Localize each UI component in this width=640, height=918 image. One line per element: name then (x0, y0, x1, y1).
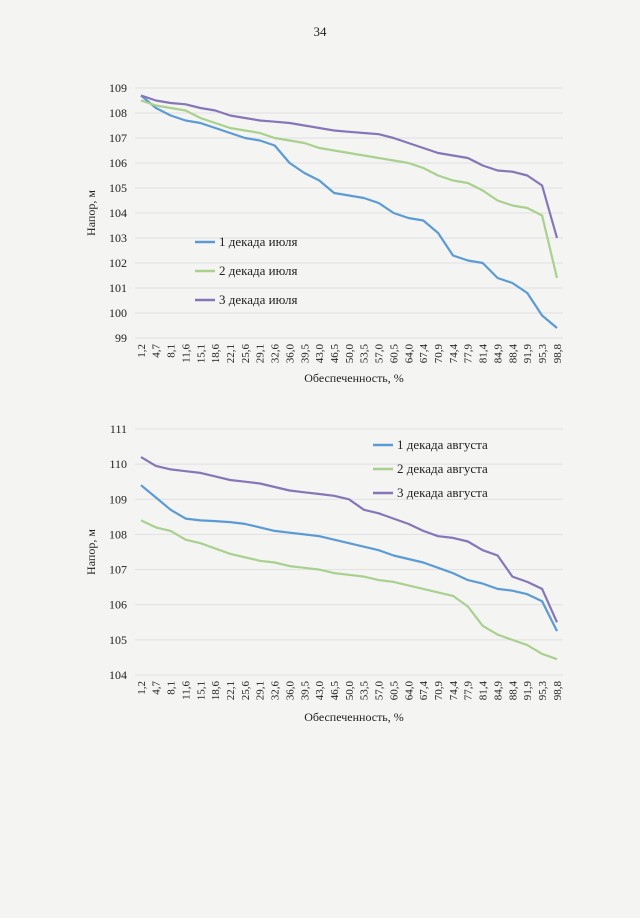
series-line-1 (140, 94, 558, 329)
series-line-2 (140, 99, 559, 279)
x-axis-label: Обеспеченность, % (304, 710, 404, 724)
x-tick-label: 15,1 (195, 344, 207, 363)
x-tick-label: 84,9 (492, 681, 504, 701)
x-tick-label: 22,1 (225, 681, 237, 700)
x-tick-label: 36,0 (284, 344, 296, 364)
x-tick-label: 70,9 (433, 344, 445, 364)
x-tick-label: 95,3 (537, 681, 549, 701)
x-tick-label: 77,9 (463, 344, 475, 364)
x-tick-label: 25,6 (240, 681, 252, 701)
x-tick-label: 50,0 (344, 681, 356, 701)
y-tick-label: 106 (109, 156, 127, 170)
y-axis-label: Напор, м (84, 190, 98, 236)
x-tick-label: 32,6 (270, 344, 282, 364)
series-line-3 (140, 94, 559, 239)
legend-label-3: 3 декада августа (397, 485, 488, 500)
x-tick-label: 57,0 (374, 681, 386, 701)
x-tick-label: 88,4 (507, 681, 519, 701)
y-tick-label: 110 (109, 457, 127, 471)
chart-july: 99 100 101 102 103 104 105 106 107 108 109 1,2 4,7 8,… (84, 81, 564, 385)
x-tick-label: 43,0 (314, 681, 326, 701)
x-tick-label: 67,4 (418, 681, 430, 701)
x-tick-label: 46,5 (329, 681, 341, 701)
x-tick-label: 39,5 (299, 681, 311, 701)
x-tick-label: 70,9 (433, 681, 445, 701)
x-tick-label: 57,0 (374, 344, 386, 364)
y-tick-label: 109 (109, 492, 127, 506)
y-tick-label: 106 (109, 598, 127, 612)
x-tick-label: 18,6 (210, 344, 222, 364)
y-tick-label: 99 (115, 331, 127, 345)
x-tick-label: 91,9 (522, 344, 534, 364)
series-line-2 (140, 519, 558, 661)
y-tick-label: 103 (109, 231, 127, 245)
x-tick-label: 81,4 (478, 344, 490, 364)
legend-label-3: 3 декада июля (219, 292, 297, 307)
x-tick-label: 25,6 (240, 344, 252, 364)
x-tick-label: 32,6 (270, 681, 282, 701)
x-tick-label: 36,0 (284, 681, 296, 701)
y-tick-label: 102 (109, 256, 127, 270)
y-tick-label: 108 (109, 106, 127, 120)
x-tick-label: 84,9 (492, 343, 504, 363)
y-tick-label: 100 (109, 306, 127, 320)
y-tick-label: 107 (109, 131, 127, 145)
x-tick-label: 60,5 (388, 681, 400, 701)
x-tick-label: 8,1 (166, 344, 178, 358)
x-tick-label: 74,4 (448, 344, 460, 364)
legend-label-2: 2 декада августа (397, 461, 488, 476)
y-tick-label: 111 (110, 422, 127, 436)
x-axis-label: Обеспеченность, % (304, 371, 404, 385)
x-tick-label: 53,5 (359, 344, 371, 364)
chart-august: 104 105 106 107 108 109 110 111 1,2 4,7 8,1 11,6 15,… (84, 422, 564, 724)
x-tick-label: 50,0 (344, 344, 356, 364)
page-number: 34 (313, 24, 327, 39)
y-tick-label: 108 (109, 527, 127, 541)
x-tick-label: 46,5 (329, 344, 341, 364)
x-tick-label: 64,0 (403, 681, 415, 701)
series-line-1 (140, 484, 558, 632)
y-tick-label: 109 (109, 81, 127, 95)
x-tick-label: 98,8 (552, 681, 564, 701)
x-tick-label: 8,1 (166, 681, 178, 695)
y-tick-label: 105 (109, 633, 127, 647)
x-tick-label: 60,5 (388, 344, 400, 364)
y-tick-label: 105 (109, 181, 127, 195)
x-tick-label: 98,8 (552, 344, 564, 364)
x-tick-label: 1,2 (136, 681, 148, 695)
x-tick-label: 11,6 (180, 681, 192, 700)
legend-label-1: 1 декада августа (397, 437, 488, 452)
x-tick-label: 77,9 (463, 681, 475, 701)
x-tick-label: 88,4 (507, 344, 519, 364)
x-tick-label: 15,1 (195, 681, 207, 700)
legend-label-1: 1 декада июля (219, 234, 297, 249)
y-axis-label: Напор, м (84, 529, 98, 575)
x-tick-label: 29,1 (255, 681, 267, 700)
y-tick-label: 104 (109, 668, 127, 682)
y-tick-label: 101 (109, 281, 127, 295)
x-tick-label: 39,5 (299, 344, 311, 364)
x-tick-label: 43,0 (314, 344, 326, 364)
x-tick-label: 29,1 (255, 344, 267, 363)
x-tick-label: 22,1 (225, 344, 237, 363)
legend-label-2: 2 декада июля (219, 263, 297, 278)
x-tick-label: 4,7 (151, 681, 163, 695)
x-tick-label: 67,4 (418, 344, 430, 364)
x-tick-label: 18,6 (210, 681, 222, 701)
x-tick-label: 95,3 (537, 344, 549, 364)
y-tick-label: 104 (109, 206, 127, 220)
x-tick-label: 4,7 (151, 344, 163, 358)
x-tick-label: 91,9 (522, 681, 534, 701)
x-tick-label: 81,4 (478, 681, 490, 701)
x-tick-label: 64,0 (403, 344, 415, 364)
x-tick-label: 1,2 (136, 344, 148, 358)
series-line-3 (140, 456, 559, 623)
x-tick-label: 11,6 (180, 344, 192, 363)
x-tick-label: 74,4 (448, 681, 460, 701)
x-tick-label: 53,5 (359, 681, 371, 701)
y-tick-label: 107 (109, 563, 127, 577)
